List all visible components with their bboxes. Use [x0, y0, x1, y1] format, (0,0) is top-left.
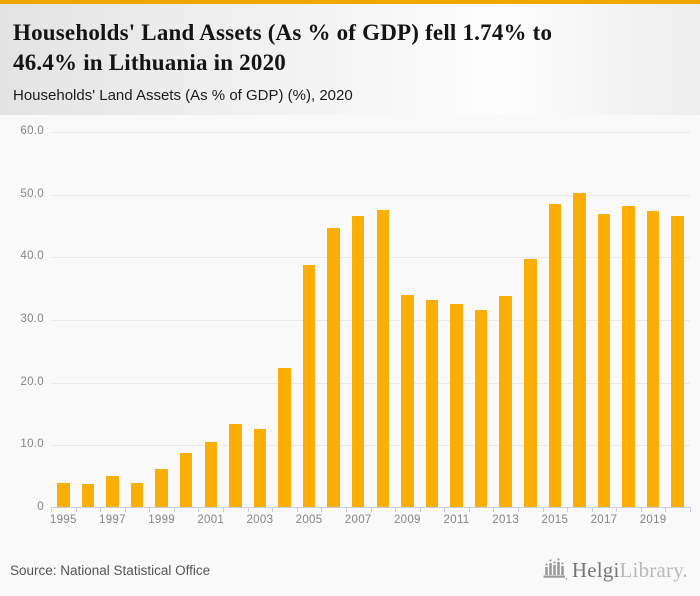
x-axis-label-2007: 2007: [344, 514, 372, 526]
bar-2006: [327, 228, 340, 507]
bar-2019: [646, 211, 660, 507]
x-axis-tick: [321, 507, 323, 512]
bar-2013: [499, 296, 512, 507]
x-axis-tick: [296, 507, 298, 512]
bar-2008: [376, 209, 390, 507]
x-axis-label-2017: 2017: [590, 514, 618, 526]
bar-2005: [302, 265, 316, 507]
bar-2001: [204, 441, 217, 507]
bar-1998: [130, 483, 144, 507]
chart: 0 10.0 20.0 30.0 40.0 50.0 60.0 1995 1997 1999 200…: [0, 115, 700, 545]
bar-2012: [474, 310, 488, 507]
x-axis-tick: [468, 507, 470, 512]
bar-2016: [573, 193, 586, 507]
x-axis-tick: [75, 507, 77, 512]
bar-2010: [425, 299, 439, 507]
bar-2018: [622, 205, 635, 507]
bar-2011: [450, 303, 463, 507]
x-axis-tick: [149, 507, 151, 512]
helgi-library-logo: HelgiLibrary.: [543, 557, 690, 585]
bar-2007: [351, 216, 365, 507]
title-line-1: Households' Land Assets (As % of GDP) fe…: [13, 20, 553, 45]
x-axis-tick: [591, 507, 593, 512]
bar-2004: [278, 367, 291, 507]
x-axis-label-1997: 1997: [99, 514, 126, 526]
x-axis-tick: [173, 507, 175, 512]
bar-2000: [179, 453, 193, 507]
x-axis-tick: [100, 507, 102, 512]
x-axis-tick: [124, 507, 126, 512]
gridline-30: [51, 320, 690, 321]
x-axis-tick: [198, 507, 200, 512]
page-title: Households' Land Assets (As % of GDP) fe…: [13, 18, 686, 78]
x-axis-tick: [395, 507, 397, 512]
y-axis-label-10: 10.0: [20, 438, 44, 451]
x-axis-tick: [370, 507, 372, 512]
y-axis-label-40: 40.0: [20, 250, 44, 263]
plot-area: [51, 132, 691, 512]
x-axis-tick: [493, 507, 495, 512]
x-axis-tick: [345, 507, 347, 512]
y-axis-label-50: 50.0: [20, 187, 44, 200]
bar-1996: [81, 484, 95, 507]
x-axis-tick: [51, 507, 52, 512]
y-axis-label-30: 30.0: [20, 313, 44, 325]
bar-1997: [106, 476, 119, 507]
bar-2017: [597, 214, 611, 507]
x-axis-label-2019: 2019: [639, 514, 667, 526]
x-axis-tick: [567, 507, 569, 512]
y-axis-label-0: 0: [37, 501, 44, 513]
gridline-10: [51, 445, 690, 447]
gridline-20: [51, 382, 690, 384]
x-axis-tick: [223, 507, 225, 512]
bar-2015: [548, 204, 562, 507]
x-axis-tick: [444, 507, 446, 512]
bar-2020: [671, 216, 684, 507]
bar-2002: [229, 423, 242, 507]
header: Households' Land Assets (As % of GDP) fe…: [0, 4, 700, 115]
gridline-60: [51, 132, 690, 133]
x-axis-label-1999: 1999: [148, 514, 175, 526]
accent-bar: [0, 0, 700, 4]
x-axis-tick: [272, 507, 274, 512]
x-axis-tick: [517, 507, 519, 512]
x-axis-label-2011: 2011: [443, 514, 470, 526]
y-axis-label-60: 60.0: [20, 125, 44, 137]
x-axis-label-2013: 2013: [492, 514, 520, 526]
x-axis-tick: [247, 507, 249, 512]
x-axis-label-2001: 2001: [197, 514, 225, 526]
x-axis-tick: [640, 507, 642, 512]
logo-wordmark: HelgiLibrary.: [572, 558, 688, 583]
source-text: Source: National Statistical Office: [10, 563, 211, 578]
bar-1999: [155, 468, 168, 507]
logo-text-primary: Helgi: [571, 558, 620, 582]
x-axis-label-2005: 2005: [295, 514, 323, 526]
bar-2014: [524, 258, 537, 507]
bar-2003: [253, 428, 267, 507]
bar-chart-logo-icon: [543, 557, 568, 585]
x-axis-label-2003: 2003: [246, 514, 274, 526]
x-axis-tick: [616, 507, 618, 512]
gridline-50: [51, 194, 690, 196]
x-axis-tick: [419, 507, 421, 512]
title-line-2: 46.4% in Lithuania in 2020: [13, 50, 286, 75]
x-axis-label-2015: 2015: [541, 514, 569, 526]
x-axis-tick: [690, 507, 691, 512]
x-axis-label-1995: 1995: [49, 514, 77, 526]
logo-text-secondary: Library.: [619, 558, 688, 582]
gridline-40: [51, 257, 690, 259]
x-axis-tick: [665, 507, 667, 512]
bar-1995: [57, 482, 70, 507]
x-axis-label-2009: 2009: [393, 514, 421, 526]
footer: Source: National Statistical Office: [0, 545, 700, 596]
chart-subtitle: Households' Land Assets (As % of GDP) (%…: [13, 87, 353, 104]
bar-2009: [401, 295, 414, 507]
x-axis-tick: [542, 507, 544, 512]
y-axis-label-20: 20.0: [20, 375, 44, 388]
